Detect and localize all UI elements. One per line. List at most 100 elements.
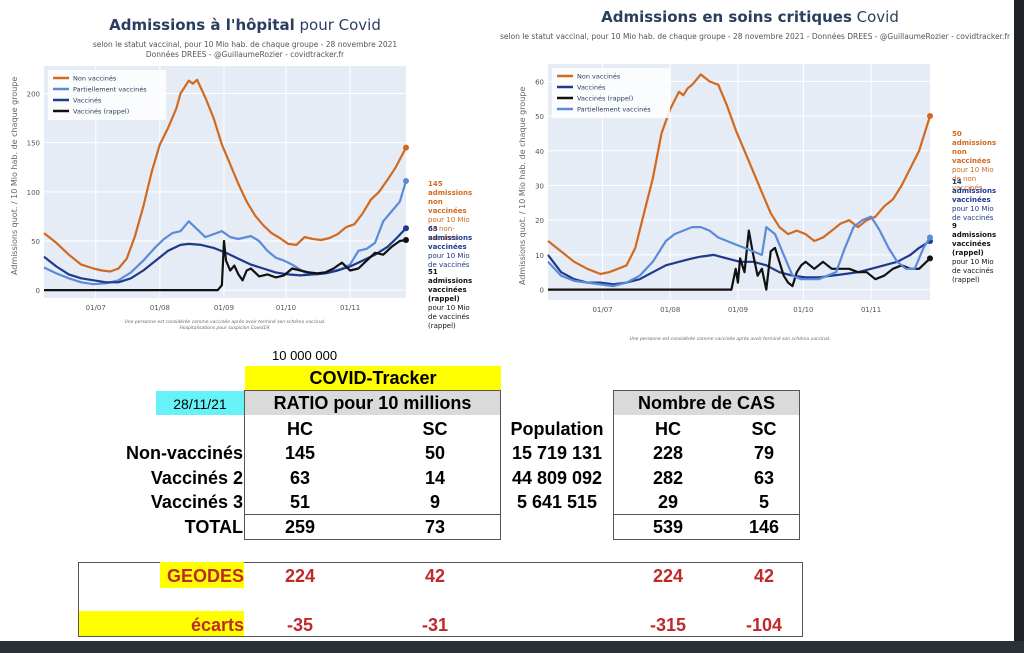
ratio-hc: 259 <box>284 517 316 537</box>
x-tick-label: 01/07 <box>592 306 612 314</box>
cas-sc: 5 <box>758 492 769 512</box>
cas-sc: 146 <box>748 517 780 537</box>
series-line-partiellement-vaccin-s <box>43 180 408 286</box>
series-line-vaccin-s-rappel- <box>44 238 407 292</box>
cas-hc: -315 <box>649 615 687 635</box>
annotation-text: pour 10 Mio <box>952 205 994 213</box>
tracker-header: COVID-Tracker <box>309 368 437 388</box>
annotation-bold-text: 145 admissions <box>428 180 473 197</box>
geodes-box <box>78 562 803 637</box>
ratio-hc: 145 <box>284 443 316 463</box>
ratio-base: 10 000 000 <box>272 348 338 363</box>
legend-label: Partiellement vaccinés <box>577 106 651 114</box>
ratio-sc: 9 <box>429 492 440 512</box>
ratio-sc: 73 <box>424 517 446 537</box>
annotation-bold-text: 51 admissions <box>428 268 473 285</box>
x-tick-label: 01/11 <box>861 306 881 314</box>
row-label: GEODES <box>166 566 244 586</box>
y-tick-label: 50 <box>535 113 544 121</box>
annotation-bold-text: 9 admissions <box>952 222 997 239</box>
chart-subtitle: selon le statut vaccinal, pour 10 Mio ha… <box>92 40 398 59</box>
annotation-text: pour 10 Mio <box>428 304 470 312</box>
end-annotation: 50 admissions non vaccinées pour 10 Mio de … <box>952 130 996 193</box>
annotation-bold-text: non vaccinées <box>428 198 467 215</box>
annotation-text: pour 10 Mio <box>428 252 470 260</box>
legend-label: Partiellement vaccinés <box>73 86 147 94</box>
annotation-bold-text: vaccinées (rappel) <box>428 286 467 303</box>
chart-title: Admissions en soins critiques Covid <box>601 8 899 26</box>
chart-svg: 0 10 20 30 40 50 60 01/07 01/08 01/09 01/10 01/11 No… <box>535 64 933 314</box>
legend-label: Vaccinés (rappel) <box>577 95 633 103</box>
x-tick-label: 01/10 <box>276 304 296 312</box>
y-tick-label: 0 <box>540 287 544 295</box>
series-end-marker <box>403 237 409 243</box>
annotation-bold-text: 14 admissions <box>952 178 997 195</box>
annotation-text: pour 10 Mio <box>952 258 994 266</box>
legend-label: Vaccinés <box>73 97 102 105</box>
annotation-bold-text: vaccinées (rappel) <box>952 240 991 257</box>
y-tick-label: 200 <box>27 91 40 99</box>
taskbar <box>0 641 1024 653</box>
end-annotation: 63 admissions vaccinées pour 10 Mio de vacc… <box>428 225 472 270</box>
x-tick-label: 01/09 <box>728 306 748 314</box>
ratio-box <box>244 390 501 540</box>
col-header-population: Population <box>510 419 604 439</box>
total-divider <box>613 514 800 515</box>
ratio-header-bg <box>245 391 500 415</box>
annotation-bold-text: vaccinées <box>428 243 467 251</box>
population: 44 809 092 <box>511 468 603 488</box>
row-label: écarts <box>190 615 244 635</box>
population: 15 719 131 <box>511 443 603 463</box>
ratio-sc: 50 <box>424 443 446 463</box>
cas-header-bg <box>614 391 799 415</box>
chart-svg: 0 50 100 150 200 01/07 01/08 01/09 01/10 01/11 Non… <box>27 66 409 312</box>
row-label: TOTAL <box>184 517 243 537</box>
y-tick-label: 20 <box>535 217 544 225</box>
ratio-hc: 224 <box>284 566 316 586</box>
y-axis-label: Admissions quot. / 10 Mio hab. de chaque… <box>10 76 19 275</box>
annotation-bold-text: 50 admissions <box>952 130 997 147</box>
y-tick-label: 100 <box>27 189 40 197</box>
legend: Non vaccinés Vaccinés Vaccinés (rappel) Par… <box>552 68 670 118</box>
row-label: Vaccinés 3 <box>150 492 243 512</box>
y-tick-label: 0 <box>36 287 40 295</box>
chart-footnote: Une personne est considérée comme vaccin… <box>124 320 326 331</box>
ratio-sc: 14 <box>424 468 446 488</box>
y-tick-label: 30 <box>535 182 544 190</box>
ecarts-label-bg <box>79 611 244 636</box>
chart-title: Admissions à l'hôpital pour Covid <box>109 16 381 34</box>
geodes-label-bg <box>160 562 244 588</box>
total-divider <box>244 514 501 515</box>
annotation-text: de non vaccinés <box>952 175 983 192</box>
col-header-hc: HC <box>287 419 313 439</box>
col-header-sc: SC <box>422 419 448 439</box>
annotation-text: pour 10 Mio <box>428 216 470 224</box>
col-header-cas-sc: SC <box>751 419 777 439</box>
row-label: Vaccinés 2 <box>150 468 243 488</box>
date-cell: 28/11/21 <box>173 396 227 412</box>
chart-footnote: Une personne est considérée comme vaccin… <box>629 337 831 342</box>
annotation-text: de non-vaccinés <box>428 225 459 242</box>
ratio-sc: 42 <box>424 566 446 586</box>
cas-hc: 539 <box>652 517 684 537</box>
x-tick-label: 01/10 <box>793 306 813 314</box>
x-tick-label: 01/07 <box>86 304 106 312</box>
y-tick-label: 40 <box>535 148 544 156</box>
tracker-header-bg <box>245 366 501 390</box>
series-line-partiellement-vaccin-s <box>547 215 931 288</box>
end-annotation: 14 admissions vaccinées pour 10 Mio de vacc… <box>952 178 996 223</box>
legend-label: Vaccinés <box>577 84 606 92</box>
annotation-bold-text: non vaccinées <box>952 148 991 165</box>
cas-hc: 228 <box>652 443 684 463</box>
cas-sc: 42 <box>753 566 775 586</box>
cas-sc: 63 <box>753 468 775 488</box>
series-end-marker <box>403 178 409 185</box>
series-line-non-vaccin-s <box>43 78 407 273</box>
annotation-text: de vaccinés <box>952 214 994 222</box>
legend-label: Vaccinés (rappel) <box>73 108 129 116</box>
end-annotation: 51 admissions vaccinées (rappel) pour 10 M… <box>428 268 472 331</box>
y-axis-label: Admissions quot. / 10 Mio hab. de chaque… <box>518 86 527 285</box>
end-annotation: 9 admissions vaccinées (rappel) pour 10 Mi… <box>952 222 996 285</box>
end-annotation: 145 admissions non vaccinées pour 10 Mio de… <box>428 180 472 243</box>
cas-header: Nombre de CAS <box>637 393 776 413</box>
